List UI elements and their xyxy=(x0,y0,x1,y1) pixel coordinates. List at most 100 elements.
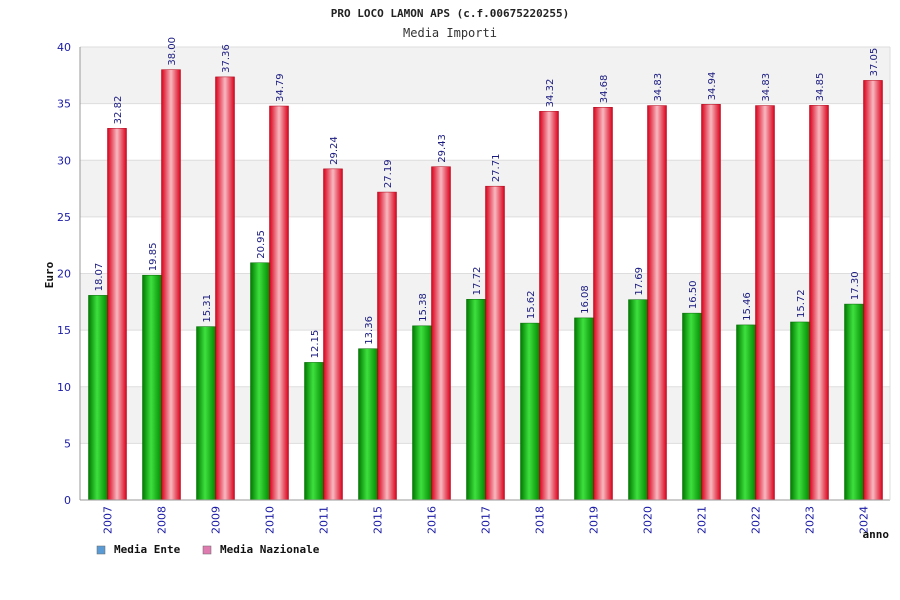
y-tick-label: 10 xyxy=(57,381,71,394)
chart-title: PRO LOCO LAMON APS (c.f.00675220255) xyxy=(331,7,569,20)
bar-media-nazionale xyxy=(647,105,667,501)
data-label: 37.36 xyxy=(221,44,232,73)
data-label: 34.32 xyxy=(545,79,556,108)
y-tick-label: 20 xyxy=(57,268,71,281)
plot-band xyxy=(80,216,890,274)
data-label: 16.50 xyxy=(688,280,699,309)
data-label: 29.24 xyxy=(329,136,340,165)
bar-media-ente xyxy=(790,321,810,501)
x-tick-label: 2010 xyxy=(264,506,277,534)
plot-band xyxy=(80,103,890,161)
bar-media-nazionale xyxy=(323,168,343,501)
data-label: 15.46 xyxy=(742,292,753,321)
legend-label: Media Ente xyxy=(114,543,181,556)
x-tick-label: 2008 xyxy=(156,506,169,534)
x-axis-label: anno xyxy=(863,528,890,541)
bar-media-nazionale xyxy=(809,105,829,501)
axes xyxy=(79,47,891,501)
x-tick-label: 2018 xyxy=(534,506,547,534)
bar-media-ente xyxy=(88,295,108,501)
bar-media-ente xyxy=(682,312,702,501)
chart-subtitle: Media Importi xyxy=(403,26,497,40)
bar-media-ente xyxy=(466,299,486,501)
y-tick-labels: 0 5 10 15 20 25 30 35 40 xyxy=(57,41,71,507)
x-tick-label: 2022 xyxy=(750,506,763,534)
bar-media-nazionale xyxy=(377,191,397,501)
bar-media-nazionale xyxy=(161,69,181,501)
bar-media-ente xyxy=(304,362,324,501)
y-tick-label: 30 xyxy=(57,154,71,167)
bar-media-nazionale xyxy=(485,185,505,501)
x-tick-label: 2020 xyxy=(642,506,655,534)
data-label: 17.72 xyxy=(472,267,483,296)
y-tick-label: 35 xyxy=(57,98,71,111)
bar-media-ente xyxy=(250,262,270,501)
data-label: 34.94 xyxy=(707,72,718,101)
data-label: 27.71 xyxy=(491,154,502,183)
bar-media-nazionale xyxy=(701,104,721,501)
x-tick-label: 2015 xyxy=(372,506,385,534)
bar-media-ente xyxy=(142,274,162,501)
data-label: 16.08 xyxy=(580,285,591,314)
bar-media-ente xyxy=(358,348,378,501)
data-label: 18.07 xyxy=(94,263,105,292)
bar-media-nazionale xyxy=(539,111,559,501)
data-label: 37.05 xyxy=(869,48,880,77)
x-tick-label: 2017 xyxy=(480,506,493,534)
plot-band xyxy=(80,160,890,217)
bar-media-nazionale xyxy=(215,76,235,501)
bar-media-ente xyxy=(574,317,594,501)
x-tick-label: 2023 xyxy=(804,506,817,534)
data-label: 17.30 xyxy=(850,271,861,300)
data-label: 29.43 xyxy=(437,134,448,163)
data-label: 32.82 xyxy=(113,96,124,125)
y-tick-label: 40 xyxy=(57,41,71,54)
bar-media-ente xyxy=(520,322,540,501)
data-label: 34.83 xyxy=(761,73,772,102)
bars xyxy=(88,69,883,501)
x-tick-label: 2009 xyxy=(210,506,223,534)
data-label: 15.31 xyxy=(202,294,213,323)
data-label: 34.79 xyxy=(275,73,286,102)
data-labels: 18.07 32.82 19.85 38.00 15.31 37.36 20.95 34.79… xyxy=(94,37,880,358)
plot-band xyxy=(80,47,890,104)
data-label: 15.38 xyxy=(418,293,429,322)
y-tick-label: 25 xyxy=(57,211,71,224)
data-label: 15.72 xyxy=(796,289,807,318)
data-label: 27.19 xyxy=(383,159,394,188)
data-label: 20.95 xyxy=(256,230,267,259)
x-tick-label: 2007 xyxy=(102,506,115,534)
data-label: 34.85 xyxy=(815,73,826,102)
y-tick-label: 15 xyxy=(57,324,71,337)
bar-media-nazionale xyxy=(755,105,775,501)
data-label: 38.00 xyxy=(167,37,178,66)
bar-media-ente xyxy=(628,299,648,501)
x-tick-label: 2011 xyxy=(318,506,331,534)
data-label: 12.15 xyxy=(310,330,321,359)
bar-media-nazionale xyxy=(107,128,127,501)
y-tick-label: 5 xyxy=(64,437,71,450)
bar-media-ente xyxy=(736,324,756,501)
bar-media-nazionale xyxy=(431,166,451,501)
x-tick-label: 2016 xyxy=(426,506,439,534)
x-tick-label: 2021 xyxy=(696,506,709,534)
data-label: 17.69 xyxy=(634,267,645,296)
x-tick-label: 2019 xyxy=(588,506,601,534)
x-tick-labels: 2007 2008 2009 2010 2011 2015 2016 2017 2018 2019… xyxy=(102,506,871,534)
data-label: 15.62 xyxy=(526,290,537,319)
data-label: 34.68 xyxy=(599,75,610,104)
bar-media-ente xyxy=(412,325,432,501)
legend-swatch xyxy=(202,545,212,555)
legend-label: Media Nazionale xyxy=(220,543,320,556)
y-tick-label: 0 xyxy=(64,494,71,507)
data-label: 19.85 xyxy=(148,243,159,272)
data-label: 34.83 xyxy=(653,73,664,102)
x-tick-label: 2024 xyxy=(858,506,871,534)
bar-media-ente xyxy=(196,326,216,501)
legend: Media Ente Media Nazionale xyxy=(96,543,320,556)
y-axis-label: Euro xyxy=(43,261,56,288)
bar-media-ente xyxy=(844,303,864,501)
data-label: 13.36 xyxy=(364,316,375,345)
bar-media-nazionale xyxy=(593,106,613,501)
